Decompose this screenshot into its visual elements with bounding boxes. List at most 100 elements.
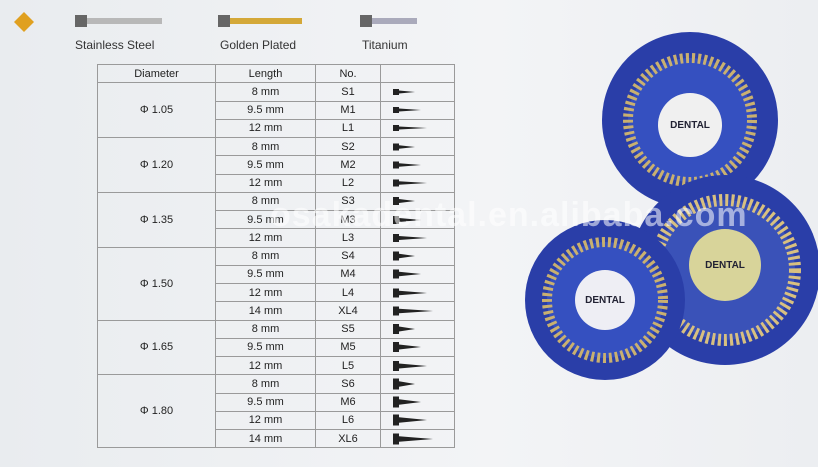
- length-cell: 9.5 mm: [216, 156, 316, 175]
- disc-label: DENTAL: [670, 120, 710, 131]
- pin-cell: [381, 119, 455, 138]
- pin-icon: [393, 288, 427, 298]
- length-cell: 8 mm: [216, 320, 316, 339]
- length-cell: 14 mm: [216, 430, 316, 449]
- diameter-cell: Φ 1.05: [98, 83, 216, 138]
- diameter-cell: Φ 1.35: [98, 192, 216, 248]
- legend-label: Stainless Steel: [75, 38, 155, 52]
- pin-cell: [381, 83, 455, 102]
- length-cell: 8 mm: [216, 192, 316, 211]
- number-cell: M6: [316, 393, 381, 412]
- disc-label: DENTAL: [585, 295, 625, 306]
- pin-icon: [393, 324, 415, 335]
- pin-cell: [381, 284, 455, 303]
- number-cell: L4: [316, 284, 381, 303]
- number-cell: L1: [316, 119, 381, 138]
- pin-icon: [393, 161, 421, 169]
- length-cell: 8 mm: [216, 375, 316, 394]
- length-cell: 8 mm: [216, 138, 316, 157]
- pin-icon: [393, 107, 421, 114]
- pin-icon: [393, 360, 427, 371]
- pin-icon: [393, 251, 415, 261]
- length-cell: 12 mm: [216, 357, 316, 376]
- number-cell: S3: [316, 192, 381, 211]
- pin-cell: [381, 138, 455, 157]
- length-cell: 12 mm: [216, 174, 316, 193]
- pin-icon: [393, 125, 427, 132]
- header-cell: Diameter: [98, 65, 216, 84]
- pin-cell: [381, 211, 455, 230]
- length-cell: 9.5 mm: [216, 338, 316, 357]
- pin-cell: [381, 247, 455, 266]
- pin-icon: [393, 414, 427, 426]
- pin-icon: [393, 433, 433, 445]
- pin-cell: [381, 174, 455, 193]
- legend-label: Titanium: [362, 38, 408, 52]
- header-cell: [381, 65, 455, 84]
- number-cell: XL6: [316, 430, 381, 449]
- number-cell: S4: [316, 247, 381, 266]
- number-cell: L3: [316, 229, 381, 248]
- pin-cell: [381, 411, 455, 430]
- pin-icon: [393, 179, 427, 187]
- pin-icon: [393, 378, 415, 390]
- length-cell: 9.5 mm: [216, 211, 316, 230]
- pin-icon: [393, 88, 415, 95]
- number-cell: L6: [316, 411, 381, 430]
- length-cell: 9.5 mm: [216, 393, 316, 412]
- screw-gold: [218, 15, 302, 27]
- pin-cell: [381, 302, 455, 321]
- number-cell: M1: [316, 101, 381, 120]
- screw-steel: [75, 15, 162, 27]
- header-cell: Length: [216, 65, 316, 84]
- disc: DENTAL: [602, 32, 778, 208]
- diameter-cell: Φ 1.50: [98, 247, 216, 321]
- diameter-cell: Φ 1.65: [98, 320, 216, 376]
- number-cell: M4: [316, 265, 381, 284]
- number-cell: L5: [316, 357, 381, 376]
- number-cell: M5: [316, 338, 381, 357]
- pin-icon: [393, 342, 421, 353]
- diameter-cell: Φ 1.80: [98, 375, 216, 449]
- pin-cell: [381, 156, 455, 175]
- pin-cell: [381, 229, 455, 248]
- pin-cell: [381, 192, 455, 211]
- pin-cell: [381, 320, 455, 339]
- pin-cell: [381, 375, 455, 394]
- number-cell: M3: [316, 211, 381, 230]
- length-cell: 9.5 mm: [216, 101, 316, 120]
- disc: DENTAL: [525, 220, 685, 380]
- length-cell: 8 mm: [216, 247, 316, 266]
- number-cell: S2: [316, 138, 381, 157]
- number-cell: S6: [316, 375, 381, 394]
- screw-titanium: [360, 15, 417, 27]
- length-cell: 12 mm: [216, 119, 316, 138]
- pin-cell: [381, 338, 455, 357]
- pin-icon: [393, 215, 421, 224]
- length-cell: 8 mm: [216, 83, 316, 102]
- pin-cell: [381, 430, 455, 449]
- pin-icon: [393, 143, 415, 151]
- spec-table: Diameter Length No. Φ 1.05 8 mm S1 9.5 mm M1 12 …: [97, 64, 455, 449]
- length-cell: 12 mm: [216, 284, 316, 303]
- number-cell: L2: [316, 174, 381, 193]
- pin-cell: [381, 357, 455, 376]
- length-cell: 14 mm: [216, 302, 316, 321]
- number-cell: XL4: [316, 302, 381, 321]
- number-cell: S5: [316, 320, 381, 339]
- pin-cell: [381, 265, 455, 284]
- pin-cell: [381, 393, 455, 412]
- length-cell: 9.5 mm: [216, 265, 316, 284]
- number-cell: M2: [316, 156, 381, 175]
- pin-cell: [381, 101, 455, 120]
- number-cell: S1: [316, 83, 381, 102]
- pin-icon: [393, 269, 421, 279]
- pin-icon: [393, 306, 433, 316]
- legend-label: Golden Plated: [220, 38, 297, 52]
- pin-icon: [393, 396, 421, 408]
- length-cell: 12 mm: [216, 411, 316, 430]
- header-cell: No.: [316, 65, 381, 84]
- pin-icon: [393, 197, 415, 206]
